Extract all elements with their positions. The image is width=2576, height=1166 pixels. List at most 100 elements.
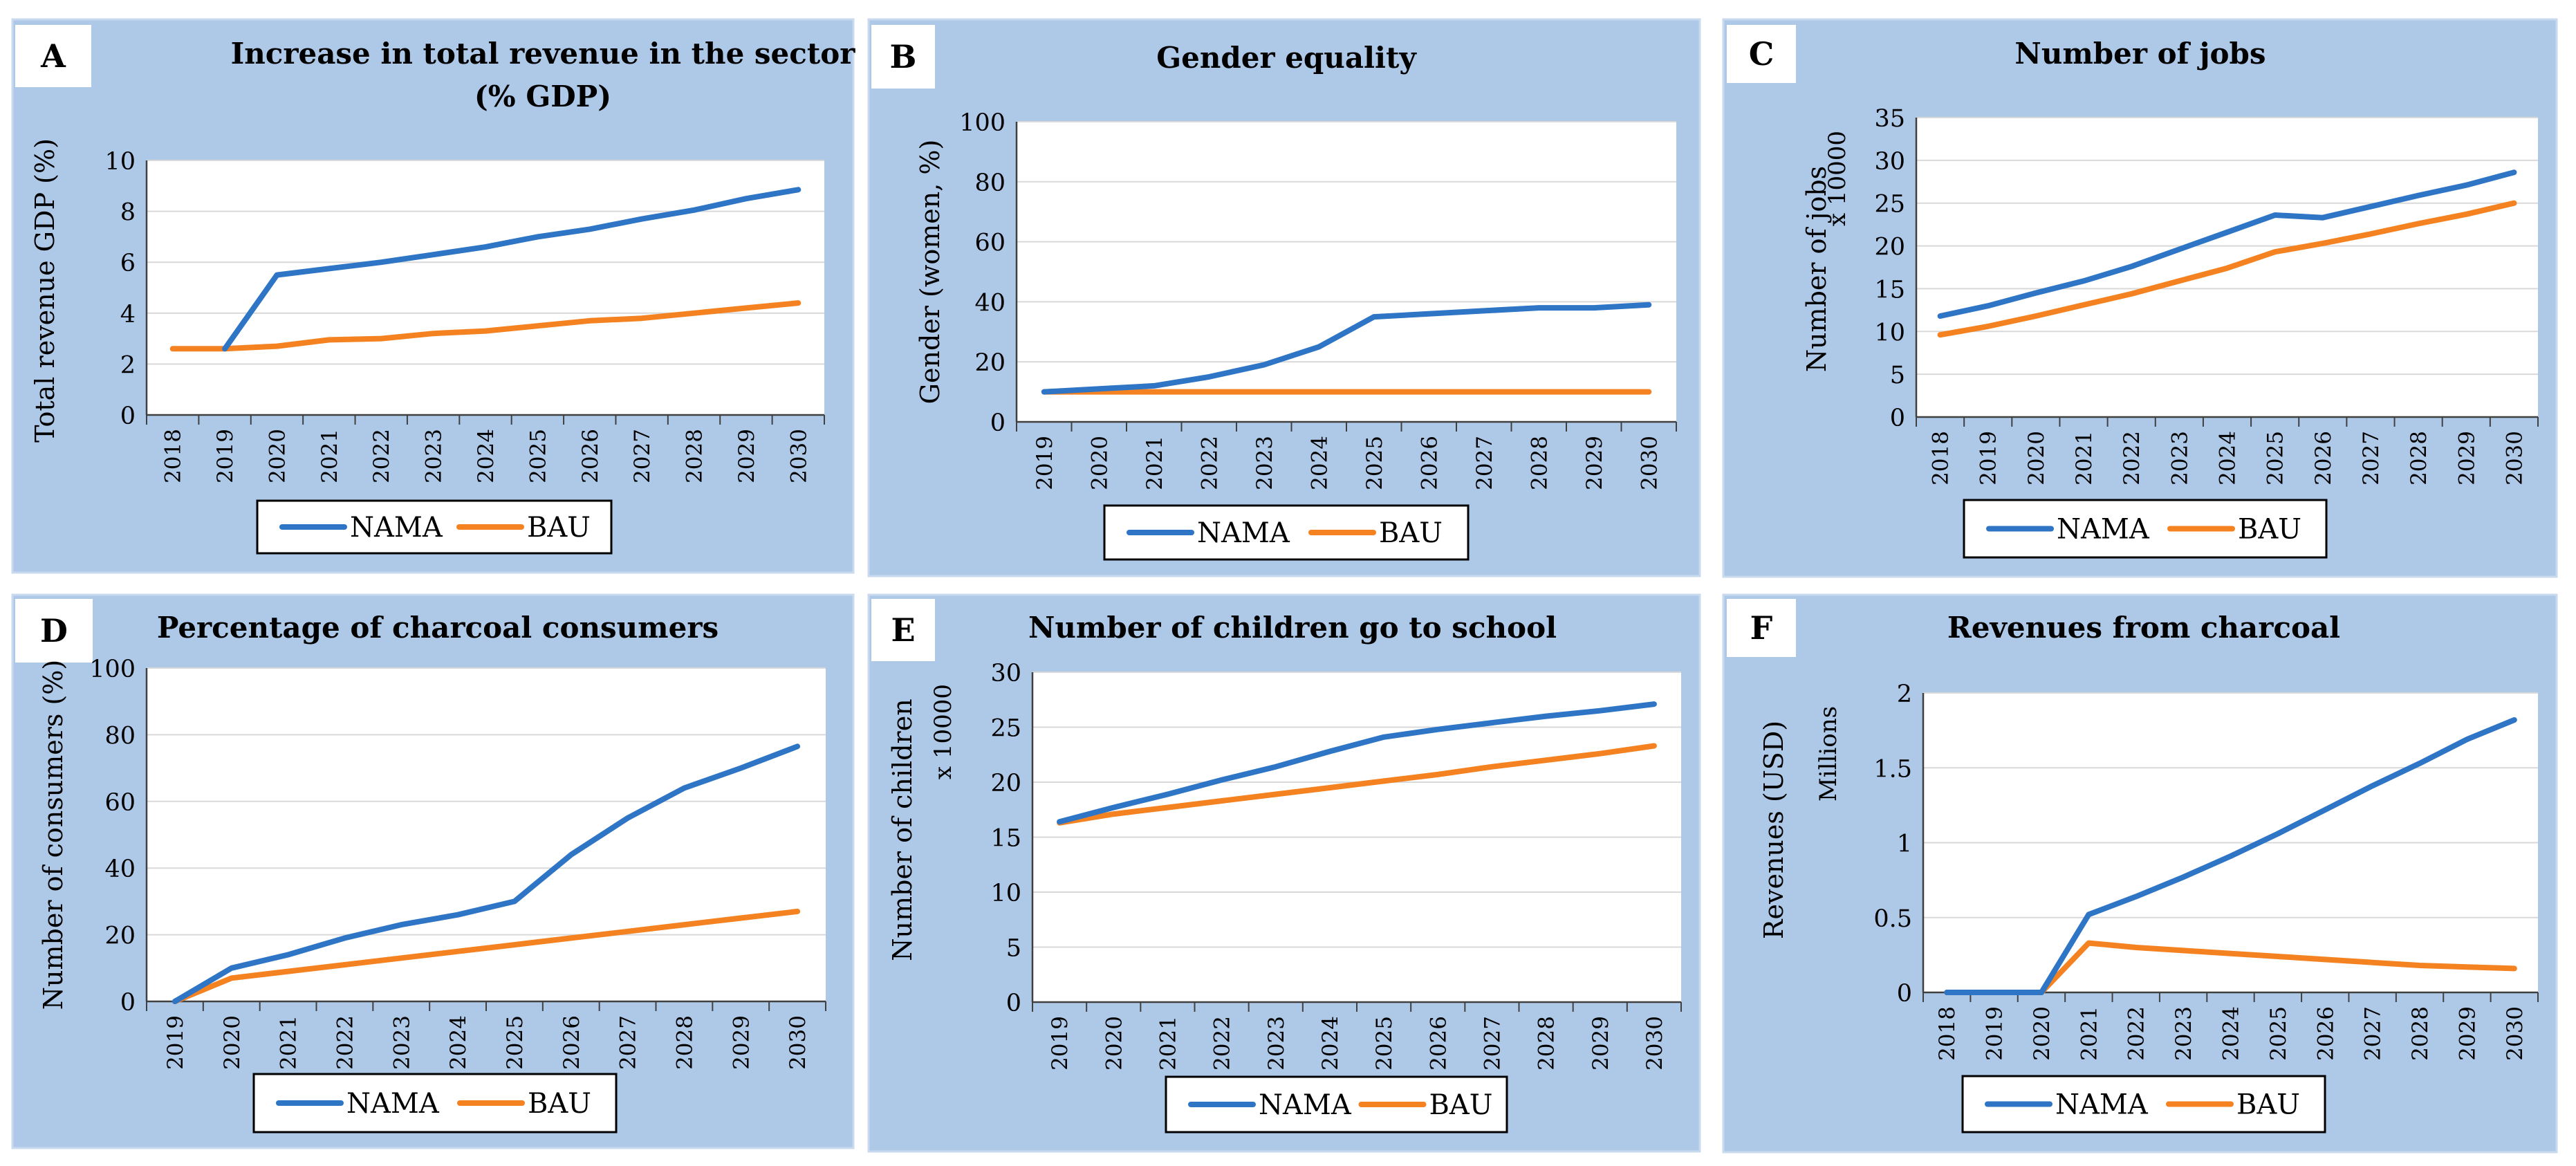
y-tick-label: 20 [990, 770, 1021, 797]
x-tick-label: 2025 [1372, 1016, 1397, 1071]
plot-area [147, 668, 826, 1001]
y-axis-label: Number of children [887, 698, 918, 961]
legend-label-bau: BAU [2238, 514, 2301, 546]
x-tick-label: 2027 [616, 1015, 641, 1070]
y-tick-label: 100 [959, 109, 1006, 137]
x-tick-label: 2020 [2030, 1006, 2055, 1061]
x-tick-label: 2019 [213, 429, 238, 483]
x-tick-label: 2028 [2408, 1006, 2433, 1061]
x-tick-label: 2021 [2077, 1006, 2102, 1061]
plot-area [1017, 122, 1676, 422]
y-tick-label: 25 [990, 715, 1021, 743]
legend-label-bau: BAU [527, 512, 591, 544]
chart-panel-b: B Gender equality 0 20 40 60 80 100 2019 2020 2021… [867, 18, 1701, 577]
legend-label-nama: NAMA [2057, 514, 2150, 546]
x-tick-label: 2022 [1210, 1016, 1235, 1071]
x-tick-label: 2026 [578, 429, 603, 483]
y-tick-label: 4 [120, 301, 136, 328]
y-tick-label: 5 [1006, 935, 1021, 963]
x-tick-label: 2029 [2454, 431, 2479, 485]
x-tick-label: 2023 [1264, 1016, 1289, 1071]
x-tick-label: 2029 [1582, 436, 1607, 490]
x-tick-label: 2024 [1307, 436, 1332, 490]
x-tick-label: 2023 [2167, 431, 2192, 485]
legend-label-bau: BAU [1429, 1089, 1493, 1121]
x-tick-label: 2028 [672, 1015, 697, 1070]
series-line-bau [169, 300, 801, 352]
x-tick-label: 2027 [1472, 436, 1497, 490]
panel-letter-badge [15, 25, 91, 87]
y-tick-label: 10 [1874, 319, 1905, 346]
y-tick-label: 0 [1897, 980, 1912, 1008]
x-tick-label: 2021 [1156, 1016, 1180, 1071]
panel-letter-badge [1727, 599, 1796, 657]
y-tick-label: 80 [974, 169, 1006, 197]
x-tick-label: 2020 [1102, 1016, 1127, 1071]
x-tick-label: 2029 [734, 429, 759, 483]
y-tick-label: 20 [1874, 234, 1905, 261]
series-line-bau [1057, 743, 1657, 826]
y-tick-label: 2 [1897, 681, 1912, 708]
legend-label-nama: NAMA [350, 512, 443, 544]
x-tick-label: 2025 [1362, 436, 1387, 490]
panel-letter: A [40, 37, 66, 75]
series-line-bau [172, 908, 801, 1004]
x-tick-label: 2024 [1318, 1016, 1343, 1071]
legend-label-bau: BAU [1379, 517, 1443, 549]
y-tick-label: 6 [120, 250, 136, 277]
x-tick-label: 2020 [265, 429, 290, 483]
y-axis-unit-label: Millions [1815, 706, 1842, 802]
x-tick-label: 2020 [2024, 431, 2049, 485]
y-tick-label: 20 [974, 349, 1006, 377]
x-tick-label: 2024 [2216, 431, 2241, 485]
x-tick-label: 2030 [1637, 436, 1662, 490]
x-tick-label: 2029 [2455, 1006, 2480, 1061]
x-tick-label: 2019 [1032, 436, 1057, 490]
y-tick-label: 30 [1874, 148, 1905, 176]
chart-title: Number of jobs [2014, 37, 2265, 71]
y-tick-label: 15 [1874, 276, 1905, 304]
x-tick-label: 2024 [446, 1015, 471, 1070]
y-tick-label: 40 [974, 289, 1006, 317]
y-axis-label: Revenues (USD) [1759, 721, 1789, 939]
x-tick-label: 2029 [729, 1015, 754, 1070]
panel-letter-badge [15, 599, 93, 663]
x-tick-label: 2023 [422, 429, 447, 483]
x-tick-label: 2022 [1197, 436, 1222, 490]
y-tick-label: 20 [104, 923, 136, 950]
y-axis-unit-label: x 10000 [929, 684, 957, 779]
y-tick-label: 8 [120, 199, 136, 227]
y-tick-label: 0 [120, 402, 136, 430]
x-tick-label: 2030 [1642, 1016, 1667, 1071]
y-tick-label: 15 [990, 825, 1021, 853]
x-tick-label: 2019 [1983, 1006, 2008, 1061]
x-tick-label: 2027 [2359, 431, 2384, 485]
y-tick-label: 100 [89, 656, 136, 683]
chart-title: Gender equality [1156, 41, 1417, 75]
x-tick-label: 2025 [526, 429, 550, 483]
y-tick-label: 0 [1006, 990, 1021, 1017]
chart-panel-e: E Number of children go to school 0 5 10 15 20… [867, 593, 1701, 1153]
y-tick-label: 0 [1890, 405, 1905, 432]
panel-letter: C [1749, 35, 1775, 73]
x-tick-label: 2025 [2263, 431, 2288, 485]
x-tick-label: 2030 [786, 429, 811, 483]
x-tick-label: 2030 [2503, 1006, 2528, 1061]
y-tick-label: 35 [1874, 105, 1905, 133]
x-tick-label: 2022 [2120, 431, 2144, 485]
x-tick-label: 2019 [1048, 1016, 1073, 1071]
x-tick-label: 2030 [786, 1015, 810, 1070]
x-tick-label: 2019 [1976, 431, 2001, 485]
panel-letter-badge [1727, 25, 1796, 83]
x-tick-label: 2020 [1087, 436, 1112, 490]
x-tick-label: 2021 [277, 1015, 302, 1070]
y-tick-label: 1 [1897, 831, 1912, 858]
chart-title: Increase in total revenue in the sector [231, 37, 856, 71]
legend-label-nama: NAMA [1259, 1089, 1352, 1121]
x-tick-label: 2021 [1142, 436, 1167, 490]
x-tick-label: 2023 [1252, 436, 1277, 490]
panel-letter: B [890, 38, 917, 75]
x-tick-label: 2018 [161, 429, 186, 483]
